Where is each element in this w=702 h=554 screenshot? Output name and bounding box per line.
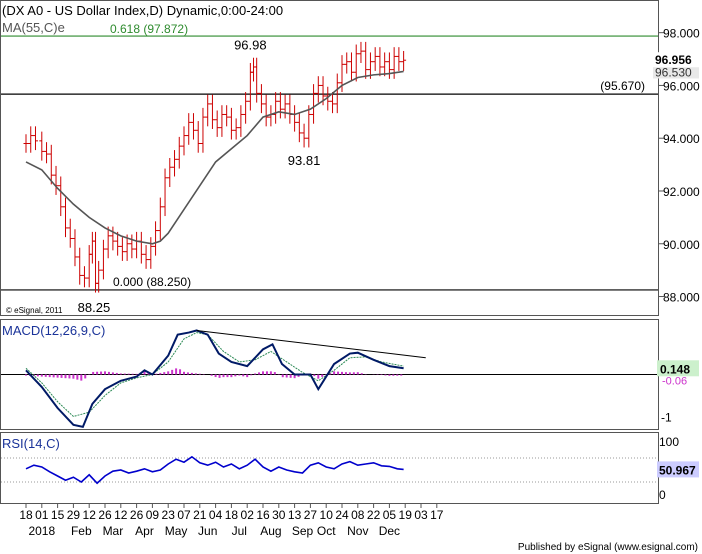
x-month-label-7: Aug xyxy=(260,524,281,538)
ma-value-label: 96.530 xyxy=(655,65,692,79)
y-tick-label-0: 98.000 xyxy=(663,27,700,41)
rsi-value-box xyxy=(657,461,699,478)
x-tick-label-5: 26 xyxy=(98,508,112,522)
y-tick-label-3: 92.000 xyxy=(663,185,700,199)
rsi-layer: 100 0 50.967 xyxy=(1,435,699,502)
x-month-label-10: Nov xyxy=(347,524,368,538)
x-month-label-9: Oct xyxy=(317,524,336,538)
x-tick-label-0: 18 xyxy=(19,508,33,522)
x-month-label-3: Apr xyxy=(135,524,154,538)
rsi-tick-label-1: 0 xyxy=(659,488,666,502)
watermark: © eSignal, 2011 xyxy=(6,306,63,315)
chart-title: (DX A0 - US Dollar Index,D) Dynamic,0:00… xyxy=(2,3,283,18)
x-tick-label-17: 13 xyxy=(288,508,302,522)
y-tick-label-1: 96.000 xyxy=(663,79,700,93)
x-tick-label-8: 09 xyxy=(146,508,160,522)
x-tick-label-9: 23 xyxy=(162,508,176,522)
x-tick-label-3: 29 xyxy=(67,508,81,522)
rsi-label: RSI(14,C) xyxy=(2,436,60,451)
annotation-0: 96.98 xyxy=(234,38,267,53)
x-month-label-1: Feb xyxy=(71,524,92,538)
x-month-label-2: Mar xyxy=(103,524,124,538)
x-tick-label-6: 12 xyxy=(114,508,128,522)
ma-value-box xyxy=(653,64,699,79)
ma-indicator-label: MA(55,C)e xyxy=(2,20,65,35)
x-tick-label-14: 02 xyxy=(241,508,255,522)
x-tick-label-21: 08 xyxy=(351,508,365,522)
y-tick-label-4: 90.000 xyxy=(663,238,700,252)
macd-layer: -1 0.148-0.06 xyxy=(1,329,699,429)
fib-label-0: 0.618 (97.872) xyxy=(110,22,188,36)
y-tick-label-2: 94.000 xyxy=(663,132,700,146)
macd-value-box xyxy=(657,360,699,377)
x-tick-label-15: 16 xyxy=(256,508,270,522)
macd-label: MACD(12,26,9,C) xyxy=(2,323,105,338)
x-month-label-11: Dec xyxy=(379,524,400,538)
x-tick-label-22: 22 xyxy=(367,508,381,522)
x-tick-label-25: 03 xyxy=(414,508,428,522)
last-price-label: 96.956 xyxy=(655,53,692,67)
footer-text: Published by eSignal (www.esignal.com) xyxy=(518,542,698,553)
macd-line xyxy=(25,329,404,429)
ma-line xyxy=(25,70,404,245)
rsi-line xyxy=(25,455,404,485)
fib-label-1: (95.670) xyxy=(600,79,645,93)
x-tick-label-20: 24 xyxy=(335,508,349,522)
rsi-tick-label-0: 100 xyxy=(659,435,679,449)
macd-value-label: 0.148 xyxy=(660,362,690,376)
x-tick-label-24: 19 xyxy=(399,508,413,522)
x-tick-label-23: 05 xyxy=(383,508,397,522)
x-tick-label-2: 15 xyxy=(51,508,65,522)
fib-label-2: 0.000 (88.250) xyxy=(113,275,191,289)
macd-trend-line xyxy=(196,329,426,359)
x-month-label-5: Jun xyxy=(198,524,217,538)
rsi-value-label: 50.967 xyxy=(659,463,696,477)
x-tick-label-11: 21 xyxy=(193,508,207,522)
x-tick-label-4: 12 xyxy=(83,508,97,522)
y-tick-label-5: 88.000 xyxy=(663,291,700,305)
x-tick-label-26: 17 xyxy=(430,508,444,522)
x-tick-label-13: 18 xyxy=(225,508,239,522)
x-tick-label-10: 07 xyxy=(177,508,191,522)
price-panel xyxy=(0,0,659,316)
x-month-label-6: Jul xyxy=(232,524,247,538)
x-month-label-4: May xyxy=(165,524,188,538)
x-tick-label-1: 01 xyxy=(35,508,49,522)
price-layer: 98.000 96.000 94.000 92.000 90.000 88.000 0.61… xyxy=(1,22,700,315)
x-tick-label-19: 10 xyxy=(320,508,334,522)
x-month-label-8: Sep xyxy=(292,524,314,538)
macd-tick-label-0: -1 xyxy=(661,410,672,424)
annotation-2: 88.25 xyxy=(78,300,111,315)
last-price-box xyxy=(653,52,699,68)
x-tick-label-18: 27 xyxy=(304,508,318,522)
x-tick-label-16: 30 xyxy=(272,508,286,522)
x-axis: 18 01 15 29 12 26 12 26 09 23 07 21 04 18 02 16 30 13 27 10… xyxy=(19,504,444,538)
annotation-1: 93.81 xyxy=(288,153,321,168)
x-month-label-0: 2018 xyxy=(28,524,55,538)
x-tick-label-7: 26 xyxy=(130,508,144,522)
macd-signal-value-label: -0.06 xyxy=(662,376,687,388)
x-tick-label-12: 04 xyxy=(209,508,223,522)
